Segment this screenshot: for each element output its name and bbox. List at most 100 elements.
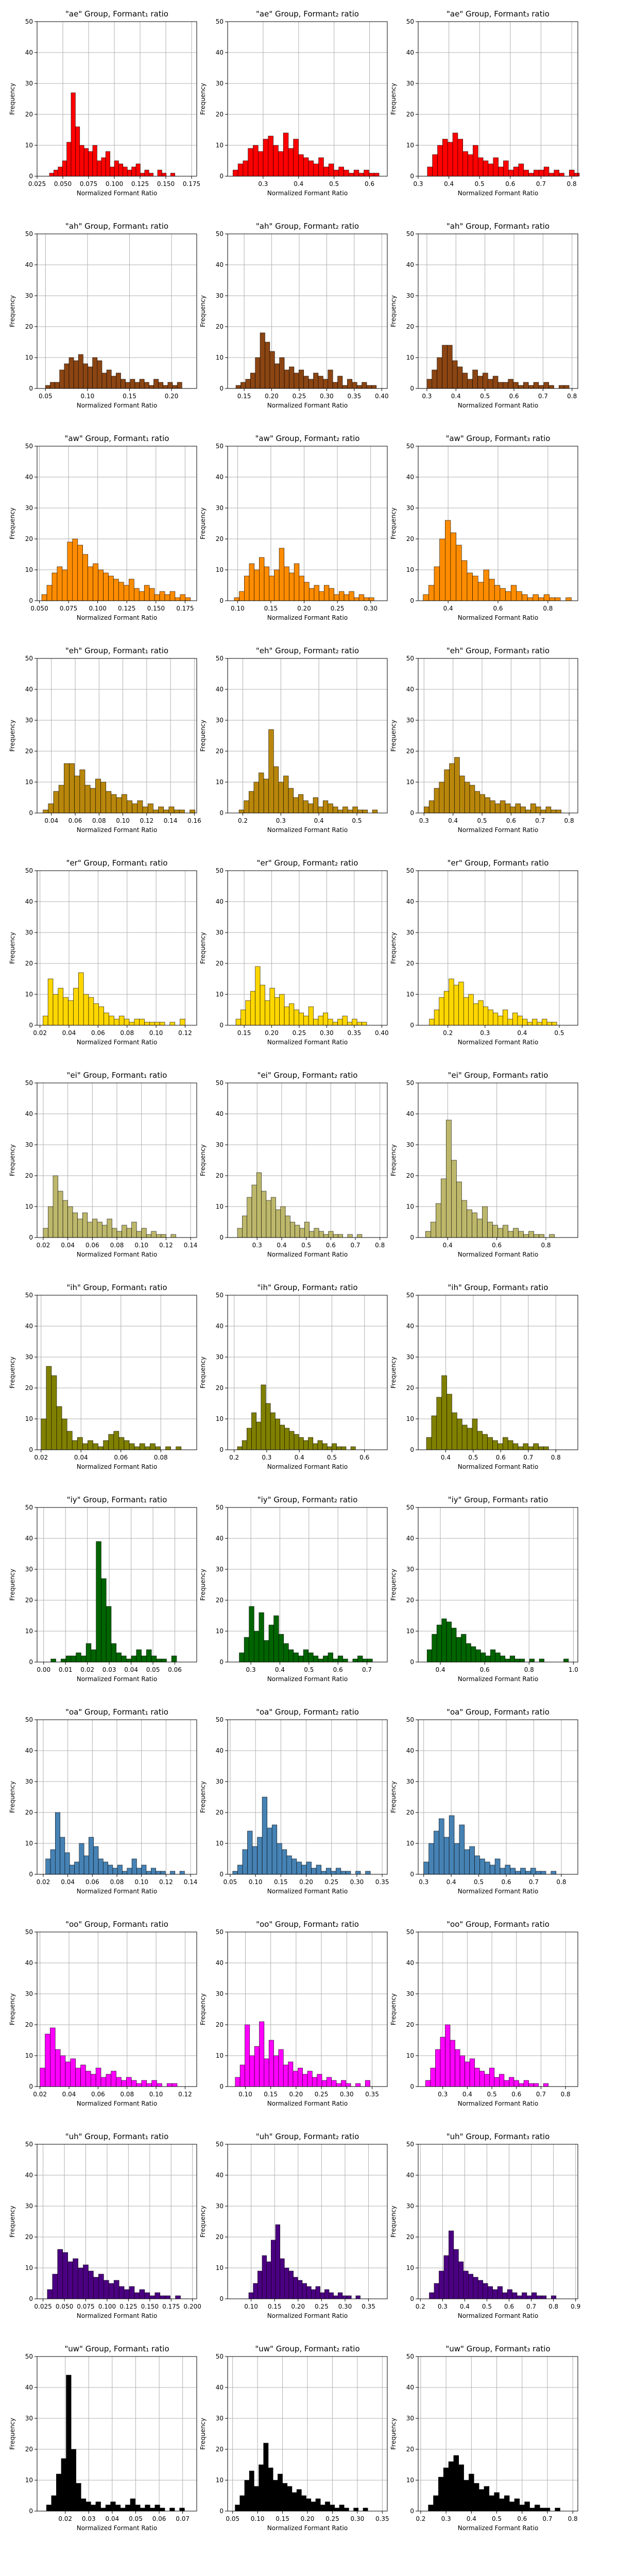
histogram-bar — [51, 2495, 57, 2512]
histogram-bar — [477, 1218, 483, 1238]
y-tick-label: 50 — [25, 655, 33, 662]
x-tick-label: 0.6 — [511, 2091, 521, 2098]
x-tick-label: 0.7 — [362, 1666, 372, 1673]
y-tick-label: 10 — [25, 1415, 33, 1422]
x-tick-label: 0.12 — [140, 817, 153, 824]
histogram-bar — [514, 2498, 520, 2512]
histogram-bar — [432, 154, 438, 177]
histogram-bar — [508, 1231, 513, 1238]
histogram-bar — [105, 151, 110, 177]
histogram-bar — [175, 597, 181, 601]
y-tick-label: 50 — [406, 2141, 414, 2148]
histogram-bar — [445, 520, 451, 601]
histogram-bar — [149, 2295, 156, 2299]
x-axis-label: Normalized Formant Ratio — [77, 190, 157, 197]
histogram-bar — [443, 2255, 449, 2299]
histogram-bar — [548, 385, 554, 389]
histogram-bar — [430, 2067, 436, 2087]
y-tick-label: 20 — [216, 1172, 224, 1179]
histogram-bar — [288, 148, 294, 177]
histogram-bar — [498, 166, 504, 177]
x-axis-label: Normalized Formant Ratio — [458, 1675, 538, 1683]
y-tick-label: 40 — [216, 2172, 224, 2179]
histogram-bar — [293, 2071, 298, 2087]
x-tick-label: 0.050 — [30, 605, 48, 612]
x-tick-label: 0.03 — [102, 1666, 116, 1673]
histogram-bar — [531, 2292, 537, 2299]
histogram-bar — [528, 1231, 534, 1238]
x-tick-label: 0.8 — [524, 1666, 534, 1673]
panel-title: "ei" Group, Formant₃ ratio — [448, 1071, 548, 1080]
y-tick-label: 10 — [25, 2264, 33, 2272]
x-axis-label: Normalized Formant Ratio — [267, 1463, 348, 1470]
panel-title: "eh" Group, Formant₃ ratio — [447, 646, 550, 655]
x-tick-label: 0.06 — [91, 1029, 105, 1037]
histogram-bar — [299, 1228, 305, 1238]
x-tick-label: 0.20 — [291, 2303, 305, 2310]
histogram-bar — [441, 1375, 447, 1450]
histogram-bar — [323, 1655, 329, 1663]
histogram-bar — [117, 1865, 123, 1875]
y-tick-label: 20 — [406, 323, 414, 330]
histogram-bar — [125, 2504, 131, 2512]
histogram-bar — [458, 2261, 464, 2299]
histogram-bar — [429, 2292, 435, 2299]
histogram-bar — [299, 369, 304, 389]
histogram-bar — [544, 2507, 551, 2512]
x-axis-label: Normalized Formant Ratio — [458, 2524, 538, 2532]
histogram-bar — [448, 2461, 454, 2512]
histogram-bar — [509, 2077, 514, 2087]
x-tick-label: 0.03 — [82, 2515, 96, 2522]
y-tick-label: 0 — [29, 1871, 33, 1878]
y-tick-label: 10 — [406, 1840, 414, 1847]
histogram-bar — [179, 2507, 185, 2512]
histogram-bar — [264, 566, 270, 601]
histogram-bar — [95, 2501, 101, 2512]
histogram-bar — [337, 2292, 343, 2299]
plot-frame — [418, 870, 578, 1026]
y-tick-label: 0 — [29, 385, 33, 392]
histogram-bar — [426, 1437, 432, 1450]
histogram-bar — [275, 2224, 280, 2299]
plot-frame — [227, 1931, 388, 2087]
y-axis-label: Frequency — [9, 1993, 16, 2025]
plot-frame — [227, 233, 388, 389]
histogram-bar — [303, 800, 308, 814]
histogram-bar — [170, 173, 175, 177]
x-tick-label: 0.25 — [324, 1878, 338, 1886]
y-tick-label: 0 — [410, 1022, 414, 1029]
histogram-bar — [146, 1649, 152, 1663]
histogram-bar — [60, 1837, 65, 1875]
histogram-bar — [357, 809, 363, 814]
histogram-bar — [100, 2507, 106, 2512]
histogram-bar — [285, 1215, 290, 1238]
plot-frame — [227, 1507, 388, 1663]
y-axis-label: Frequency — [9, 1569, 16, 1601]
histogram-bar — [124, 1019, 130, 1026]
histogram-bar — [372, 809, 378, 814]
y-tick-label: 10 — [216, 1840, 224, 1847]
histogram-bar — [279, 357, 285, 389]
histogram-bar — [289, 572, 295, 601]
x-tick-label: 0.15 — [123, 393, 136, 400]
histogram-bar — [244, 575, 250, 601]
histogram-bar — [239, 1652, 245, 1663]
histogram-bar — [144, 1446, 150, 1450]
histogram-bar — [56, 1406, 62, 1450]
histogram-bar — [320, 2504, 325, 2512]
histogram-bar — [472, 1418, 478, 1450]
y-tick-label: 10 — [216, 778, 224, 786]
histogram-bar — [464, 1849, 470, 1875]
y-tick-label: 30 — [25, 504, 33, 512]
histogram-bar — [342, 2295, 347, 2299]
x-tick-label: 0.08 — [154, 1454, 168, 1461]
histogram-bar — [122, 1871, 128, 1875]
y-tick-label: 0 — [410, 1234, 414, 1241]
histogram-bar — [50, 1849, 56, 1875]
histogram-bar — [46, 2504, 52, 2512]
y-tick-label: 30 — [216, 292, 224, 299]
histogram-bar — [120, 2507, 126, 2512]
histogram-bar — [323, 1234, 329, 1238]
y-tick-label: 30 — [216, 2415, 224, 2422]
